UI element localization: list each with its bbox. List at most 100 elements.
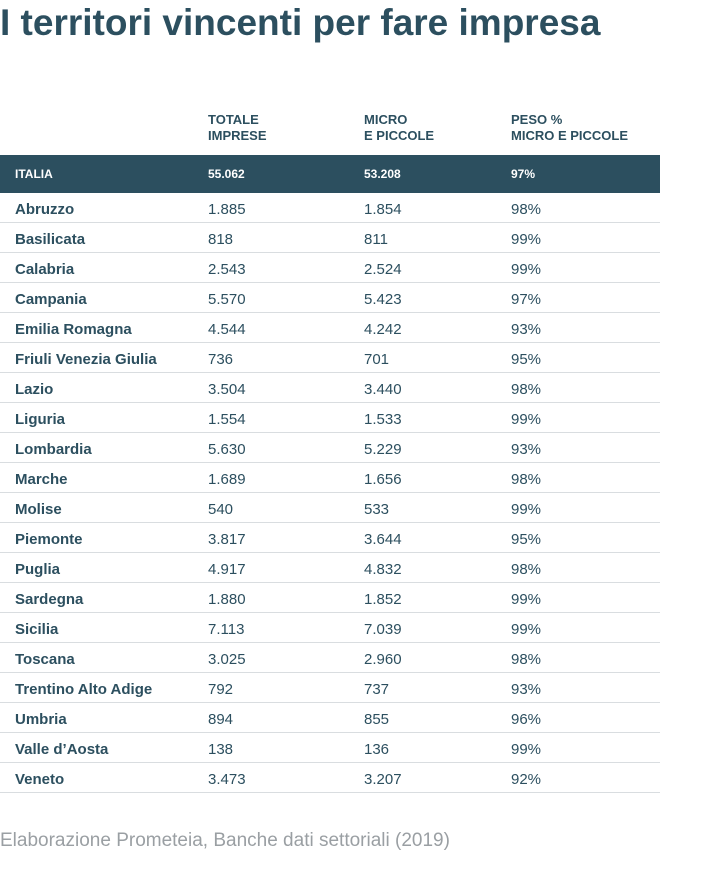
weight-cell: 99% bbox=[511, 621, 542, 638]
table-row: Molise 540 533 99% bbox=[0, 493, 660, 523]
region-cell: Emilia Romagna bbox=[15, 321, 132, 338]
region-cell: Lombardia bbox=[15, 441, 92, 458]
weight-cell: 93% bbox=[511, 681, 542, 698]
region-cell: Umbria bbox=[15, 711, 67, 728]
total-cell: 4.917 bbox=[208, 561, 246, 578]
table-row: Sicilia 7.113 7.039 99% bbox=[0, 613, 660, 643]
micro-cell: 136 bbox=[364, 741, 390, 758]
micro-cell: 5.423 bbox=[364, 291, 402, 308]
micro-cell: 4.242 bbox=[364, 321, 402, 338]
total-cell: 792 bbox=[208, 681, 234, 698]
micro-cell: 855 bbox=[364, 711, 390, 728]
total-cell: 3.504 bbox=[208, 381, 246, 398]
weight-cell: 98% bbox=[511, 471, 542, 488]
total-cell: 1.880 bbox=[208, 591, 246, 608]
header-micro-piccole: MICRO E PICCOLE bbox=[364, 112, 435, 143]
micro-cell: 533 bbox=[364, 501, 390, 518]
total-cell: 5.570 bbox=[208, 291, 246, 308]
total-cell: 1.885 bbox=[208, 201, 246, 218]
total-row-italia: ITALIA 55.062 53.208 97% bbox=[0, 155, 660, 193]
weight-cell: 99% bbox=[511, 741, 542, 758]
total-cell: 3.817 bbox=[208, 531, 246, 548]
weight-cell: 93% bbox=[511, 321, 542, 338]
total-micro: 53.208 bbox=[364, 167, 401, 181]
micro-cell: 811 bbox=[364, 231, 388, 248]
region-cell: Calabria bbox=[15, 261, 75, 278]
header-total-imprese: TOTALE IMPRESE bbox=[208, 112, 267, 143]
table-row: Abruzzo 1.885 1.854 98% bbox=[0, 193, 660, 223]
total-cell: 7.113 bbox=[208, 621, 245, 638]
region-cell: Toscana bbox=[15, 651, 75, 668]
micro-cell: 737 bbox=[364, 681, 390, 698]
region-cell: Friuli Venezia Giulia bbox=[15, 351, 157, 368]
weight-cell: 95% bbox=[511, 351, 542, 368]
total-imprese: 55.062 bbox=[208, 167, 245, 181]
total-cell: 818 bbox=[208, 231, 234, 248]
weight-cell: 93% bbox=[511, 441, 542, 458]
micro-cell: 1.533 bbox=[364, 411, 402, 428]
region-cell: Veneto bbox=[15, 771, 65, 788]
micro-cell: 1.656 bbox=[364, 471, 402, 488]
weight-cell: 98% bbox=[511, 561, 542, 578]
total-cell: 3.025 bbox=[208, 651, 246, 668]
micro-cell: 701 bbox=[364, 351, 390, 368]
table-row: Umbria 894 855 96% bbox=[0, 703, 660, 733]
table-row: Marche 1.689 1.656 98% bbox=[0, 463, 660, 493]
source-note: Elaborazione Prometeia, Banche dati sett… bbox=[0, 830, 450, 851]
weight-cell: 95% bbox=[511, 531, 542, 548]
region-cell: Sardegna bbox=[15, 591, 84, 608]
micro-cell: 5.229 bbox=[364, 441, 402, 458]
total-cell: 3.473 bbox=[208, 771, 246, 788]
micro-cell: 2.960 bbox=[364, 651, 402, 668]
table-row: Trentino Alto Adige 792 737 93% bbox=[0, 673, 660, 703]
table-row: Valle d’Aosta 138 136 99% bbox=[0, 733, 660, 763]
table-row: Lombardia 5.630 5.229 93% bbox=[0, 433, 660, 463]
weight-cell: 96% bbox=[511, 711, 542, 728]
weight-cell: 99% bbox=[511, 411, 542, 428]
weight-cell: 92% bbox=[511, 771, 542, 788]
region-cell: Campania bbox=[15, 291, 87, 308]
table-row: Friuli Venezia Giulia 736 701 95% bbox=[0, 343, 660, 373]
table-row: Sardegna 1.880 1.852 99% bbox=[0, 583, 660, 613]
micro-cell: 2.524 bbox=[364, 261, 402, 278]
table-row: Basilicata 818 811 99% bbox=[0, 223, 660, 253]
region-cell: Liguria bbox=[15, 411, 66, 428]
table-row: Campania 5.570 5.423 97% bbox=[0, 283, 660, 313]
weight-cell: 98% bbox=[511, 651, 542, 668]
total-cell: 894 bbox=[208, 711, 234, 728]
weight-cell: 99% bbox=[511, 231, 542, 248]
total-cell: 138 bbox=[208, 741, 234, 758]
total-cell: 4.544 bbox=[208, 321, 246, 338]
table-row: Calabria 2.543 2.524 99% bbox=[0, 253, 660, 283]
table-body: Abruzzo 1.885 1.854 98% Basilicata 818 811 99% C… bbox=[0, 193, 660, 793]
micro-cell: 1.854 bbox=[364, 201, 402, 218]
region-cell: Basilicata bbox=[15, 231, 86, 248]
region-cell: Valle d’Aosta bbox=[15, 741, 109, 758]
total-cell: 1.554 bbox=[208, 411, 246, 428]
micro-cell: 1.852 bbox=[364, 591, 402, 608]
table-row: Toscana 3.025 2.960 98% bbox=[0, 643, 660, 673]
total-cell: 1.689 bbox=[208, 471, 246, 488]
table-row: Liguria 1.554 1.533 99% bbox=[0, 403, 660, 433]
weight-cell: 99% bbox=[511, 591, 542, 608]
total-weight: 97% bbox=[511, 167, 536, 181]
total-region: ITALIA bbox=[15, 167, 53, 181]
total-cell: 540 bbox=[208, 501, 234, 518]
region-cell: Abruzzo bbox=[15, 201, 75, 218]
total-cell: 2.543 bbox=[208, 261, 246, 278]
weight-cell: 97% bbox=[511, 291, 542, 308]
region-cell: Lazio bbox=[15, 381, 54, 398]
table-row: Puglia 4.917 4.832 98% bbox=[0, 553, 660, 583]
micro-cell: 3.207 bbox=[364, 771, 402, 788]
region-cell: Marche bbox=[15, 471, 68, 488]
table-row: Emilia Romagna 4.544 4.242 93% bbox=[0, 313, 660, 343]
region-cell: Piemonte bbox=[15, 531, 83, 548]
table-row: Lazio 3.504 3.440 98% bbox=[0, 373, 660, 403]
weight-cell: 98% bbox=[511, 381, 542, 398]
regions-table: TOTALE IMPRESE MICRO E PICCOLE PESO % MI… bbox=[0, 108, 660, 793]
region-cell: Sicilia bbox=[15, 621, 59, 638]
weight-cell: 99% bbox=[511, 501, 542, 518]
weight-cell: 98% bbox=[511, 201, 542, 218]
micro-cell: 3.644 bbox=[364, 531, 402, 548]
micro-cell: 3.440 bbox=[364, 381, 402, 398]
